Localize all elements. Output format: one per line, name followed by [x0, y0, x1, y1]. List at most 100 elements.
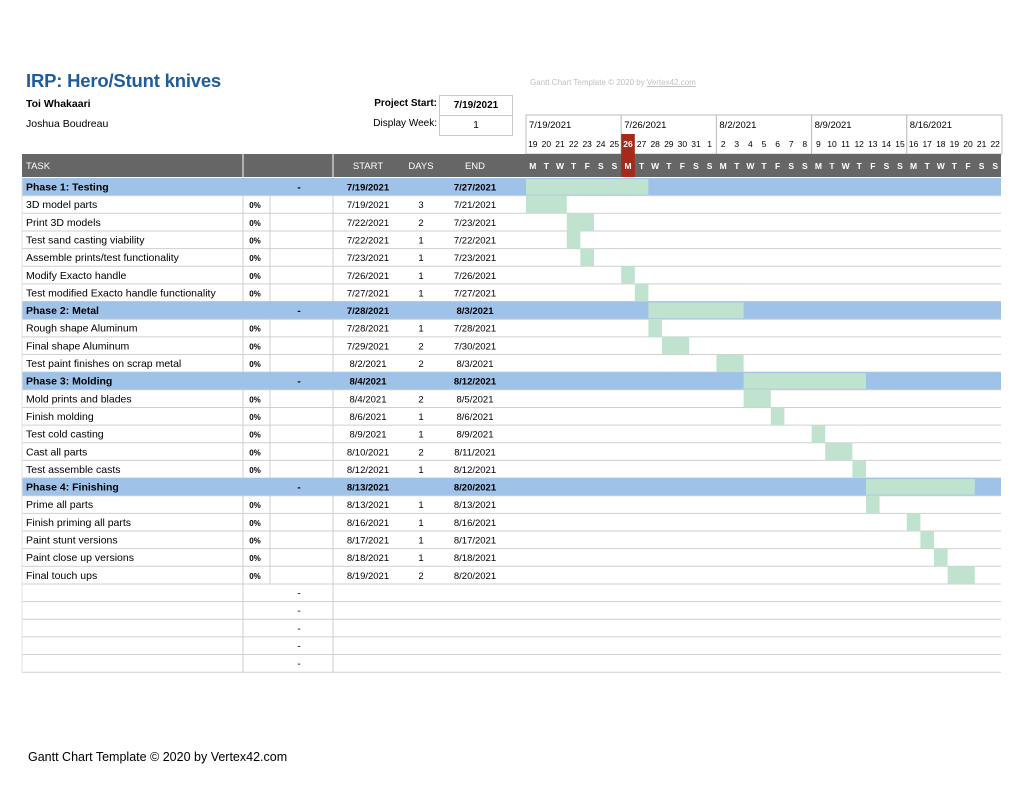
task-bar[interactable] — [825, 442, 853, 461]
day-number: 13 — [868, 139, 878, 149]
task-end-date: 7/23/2021 — [454, 253, 496, 264]
task-name: Test modified Exacto handle functionalit… — [26, 287, 216, 299]
task-start-date: 8/4/2021 — [350, 394, 387, 405]
task-bar[interactable] — [920, 531, 934, 549]
task-days: 3 — [418, 200, 423, 211]
task-bar[interactable] — [852, 460, 866, 479]
weekday-letter: S — [598, 161, 604, 171]
column-header-end: END — [465, 161, 485, 172]
task-days: 1 — [418, 518, 423, 529]
task-bar[interactable] — [621, 266, 635, 284]
weekday-letter: T — [952, 161, 958, 171]
weekday-letter: M — [529, 161, 536, 171]
task-bar[interactable] — [648, 319, 662, 337]
day-number: 7 — [789, 139, 794, 149]
empty-row-progress-dash: - — [297, 624, 300, 635]
phase-bar[interactable] — [743, 373, 866, 389]
week-header-box — [715, 114, 813, 155]
week-label: 8/9/2021 — [815, 120, 852, 131]
day-number: 12 — [854, 139, 864, 149]
task-bar[interactable] — [566, 213, 594, 231]
task-start-date: 7/27/2021 — [347, 288, 389, 299]
day-number: 21 — [977, 139, 987, 149]
phase-progress-dash: - — [297, 306, 300, 317]
task-end-date: 8/13/2021 — [454, 500, 496, 511]
task-bar[interactable] — [934, 548, 948, 567]
task-days: 1 — [418, 253, 423, 264]
weekday-letter: S — [884, 161, 890, 171]
day-number: 6 — [775, 139, 780, 149]
phase-row — [22, 478, 1001, 496]
task-name: Finish priming all parts — [26, 517, 131, 529]
task-name: Rough shape Aluminum — [26, 323, 138, 335]
task-bar[interactable] — [566, 230, 581, 249]
phase-bar[interactable] — [648, 302, 744, 319]
phase-bar[interactable] — [526, 179, 649, 195]
task-bar[interactable] — [580, 248, 594, 267]
task-progress: 0% — [249, 395, 261, 404]
task-bar[interactable] — [811, 425, 826, 443]
task-end-date: 8/11/2021 — [454, 447, 496, 458]
weekday-letter: M — [910, 161, 917, 171]
task-end-date: 8/20/2021 — [454, 571, 496, 582]
task-name: Finish molding — [26, 411, 94, 423]
task-bar[interactable] — [634, 283, 649, 302]
weekday-letter: S — [897, 161, 903, 171]
task-end-date: 8/16/2021 — [454, 518, 496, 529]
task-name: Final shape Aluminum — [26, 340, 130, 352]
task-bar[interactable] — [770, 407, 785, 426]
task-progress: 0% — [249, 272, 261, 281]
task-days: 1 — [418, 500, 423, 511]
task-days: 2 — [418, 341, 423, 352]
weekday-letter: W — [842, 161, 851, 171]
task-start-date: 8/9/2021 — [350, 430, 387, 441]
phase-start-date: 7/19/2021 — [347, 183, 390, 194]
column-header-task: TASK — [26, 161, 51, 172]
weekday-letter: M — [624, 161, 631, 171]
empty-row-progress-dash: - — [297, 641, 300, 652]
task-name: Test assemble casts — [26, 464, 121, 476]
weekday-letter: M — [815, 161, 822, 171]
day-number: 20 — [963, 139, 973, 149]
task-bar[interactable] — [906, 513, 921, 531]
task-start-date: 7/23/2021 — [347, 253, 389, 264]
footer-credit: Gantt Chart Template © 2020 by Vertex42.… — [28, 750, 288, 764]
vertex42-link[interactable]: Vertex42.com — [646, 78, 696, 87]
table-header-bar — [22, 154, 526, 177]
day-number: 24 — [596, 139, 606, 149]
task-bar[interactable] — [866, 495, 880, 514]
weekday-letter: T — [829, 161, 835, 171]
weekday-letter: S — [707, 161, 713, 171]
column-header-days: DAYS — [408, 161, 433, 172]
phase-name: Phase 2: Metal — [26, 305, 99, 317]
task-bar[interactable] — [526, 195, 567, 214]
task-bar[interactable] — [662, 336, 690, 355]
day-number: 22 — [569, 139, 579, 149]
phase-bar[interactable] — [866, 479, 975, 495]
phase-name: Phase 3: Molding — [26, 376, 112, 388]
task-start-date: 7/28/2021 — [347, 324, 389, 335]
day-number: 11 — [841, 139, 850, 149]
task-end-date: 8/17/2021 — [454, 536, 496, 547]
day-number: 29 — [664, 139, 674, 149]
task-bar[interactable] — [947, 566, 975, 584]
weekday-letter: W — [651, 161, 660, 171]
day-number: 16 — [909, 139, 919, 149]
task-start-date: 8/12/2021 — [347, 465, 389, 476]
day-number: 2 — [721, 139, 726, 149]
task-progress: 0% — [249, 572, 261, 581]
task-bar[interactable] — [743, 389, 771, 408]
task-days: 1 — [418, 430, 423, 441]
task-progress: 0% — [249, 466, 261, 475]
task-name: Test cold casting — [26, 429, 104, 441]
display-week-field[interactable]: 1 — [439, 115, 513, 136]
empty-row-progress-dash: - — [297, 588, 300, 599]
day-number: 17 — [922, 139, 932, 149]
weekday-letter: S — [992, 161, 998, 171]
week-label: 8/2/2021 — [719, 120, 756, 131]
task-bar[interactable] — [716, 354, 744, 373]
task-name: Final touch ups — [26, 570, 97, 582]
phase-progress-dash: - — [297, 183, 300, 194]
week-header-box — [811, 114, 908, 155]
task-progress: 0% — [249, 219, 261, 228]
